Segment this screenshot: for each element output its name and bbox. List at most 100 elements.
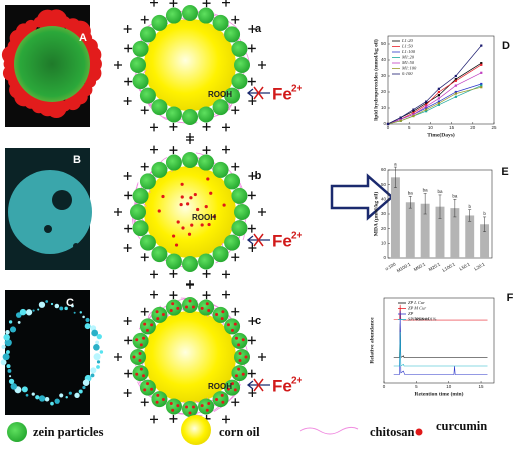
charge-sign [124,77,133,86]
point [454,90,457,94]
charge-sign [140,15,149,24]
droplet-label: b [255,170,262,182]
zein-particle [182,109,198,125]
curcumin [143,388,147,392]
charge-sign [202,0,211,8]
zein-particle [231,365,248,382]
micrograph-label: A [79,32,87,44]
zein-particle [165,398,182,415]
curcumin [186,202,190,206]
point [480,44,483,47]
curcumin [200,223,204,227]
x-tick-label: M50:1 [413,261,427,272]
panel-label: F [507,292,514,304]
ion-symbol: Fe [272,376,292,395]
charge-sign [169,269,178,278]
x-tick-label: M100:1 [396,261,412,273]
charge-sign [140,162,149,171]
charge-sign [202,146,211,155]
ion-symbol: Fe [272,231,292,250]
curcumin [215,397,219,401]
curcumin [188,299,192,303]
legend-label: L1:50 [401,44,414,49]
curcumin [237,367,241,371]
charge-sign [202,269,211,278]
zein-particle [130,204,146,220]
x-tick-label: 20 [470,125,476,130]
charge-sign [169,291,178,300]
charge-sign [186,281,194,289]
y-tick-label: 40 [381,57,387,62]
point [480,86,483,89]
micrograph-feature [38,395,46,402]
significance-label: ba [423,188,429,193]
charge-sign [248,389,257,397]
charge-sign [231,307,240,316]
y-tick-label: 20 [381,226,387,231]
zein-particle [165,7,182,24]
charge-sign [202,291,211,300]
point [399,118,402,121]
charge-sign [258,208,266,216]
curcumin [221,310,225,314]
bar [420,203,430,258]
curcumin [145,328,149,332]
charge-sign [248,244,257,252]
legend-curcumin-icon [415,428,423,436]
charge-sign [150,123,158,132]
x-tick-label: L100:1 [442,261,457,272]
curcumin [226,323,230,327]
micrograph-feature [5,329,10,335]
curcumin [181,226,185,230]
charge-sign [123,25,132,33]
annotation: hexanal [415,316,430,321]
error-bar [438,194,442,219]
curcumin [206,177,210,181]
flow-arrow [330,173,394,221]
micrograph-feature [65,396,68,399]
curcumin [185,305,189,309]
curcumin [169,308,173,312]
oil-core [144,311,236,403]
micrograph-feature [64,306,68,311]
point [454,78,457,81]
x-tick-label: L50:1 [459,261,472,271]
curcumin [135,372,139,376]
point [480,84,483,87]
zein-particle [212,99,229,116]
zein-particle [165,106,182,123]
zein-particle [139,379,156,396]
point [437,87,440,90]
micrograph-feature [90,367,97,374]
micrograph-feature [93,344,100,351]
micrograph-feature [1,344,6,350]
curcumin [187,232,192,236]
curcumin [207,222,211,227]
micrograph-feature [90,373,95,378]
charge-sign [150,415,158,424]
charge-sign [222,270,230,279]
y-tick-label: 10 [381,105,387,110]
curcumin [155,310,159,314]
zein-particle [224,379,241,396]
micrograph-label: C [66,297,74,309]
charge-sign [124,224,133,233]
charge-sign [169,146,178,155]
curcumin [174,243,179,247]
series-line [387,72,482,125]
point [425,102,428,105]
curcumin [161,194,165,199]
micrograph-feature [96,360,101,364]
curcumin [179,202,183,207]
curcumin [234,374,238,378]
y-tick-label: 20 [381,89,387,94]
point [437,97,440,100]
x-tick-label: 10 [446,384,452,389]
micrograph-feature [45,300,49,303]
zein-particle [151,246,168,263]
x-axis-label: Retention time (min) [415,390,464,397]
curcumin [226,387,230,391]
zein-particle [132,365,149,382]
